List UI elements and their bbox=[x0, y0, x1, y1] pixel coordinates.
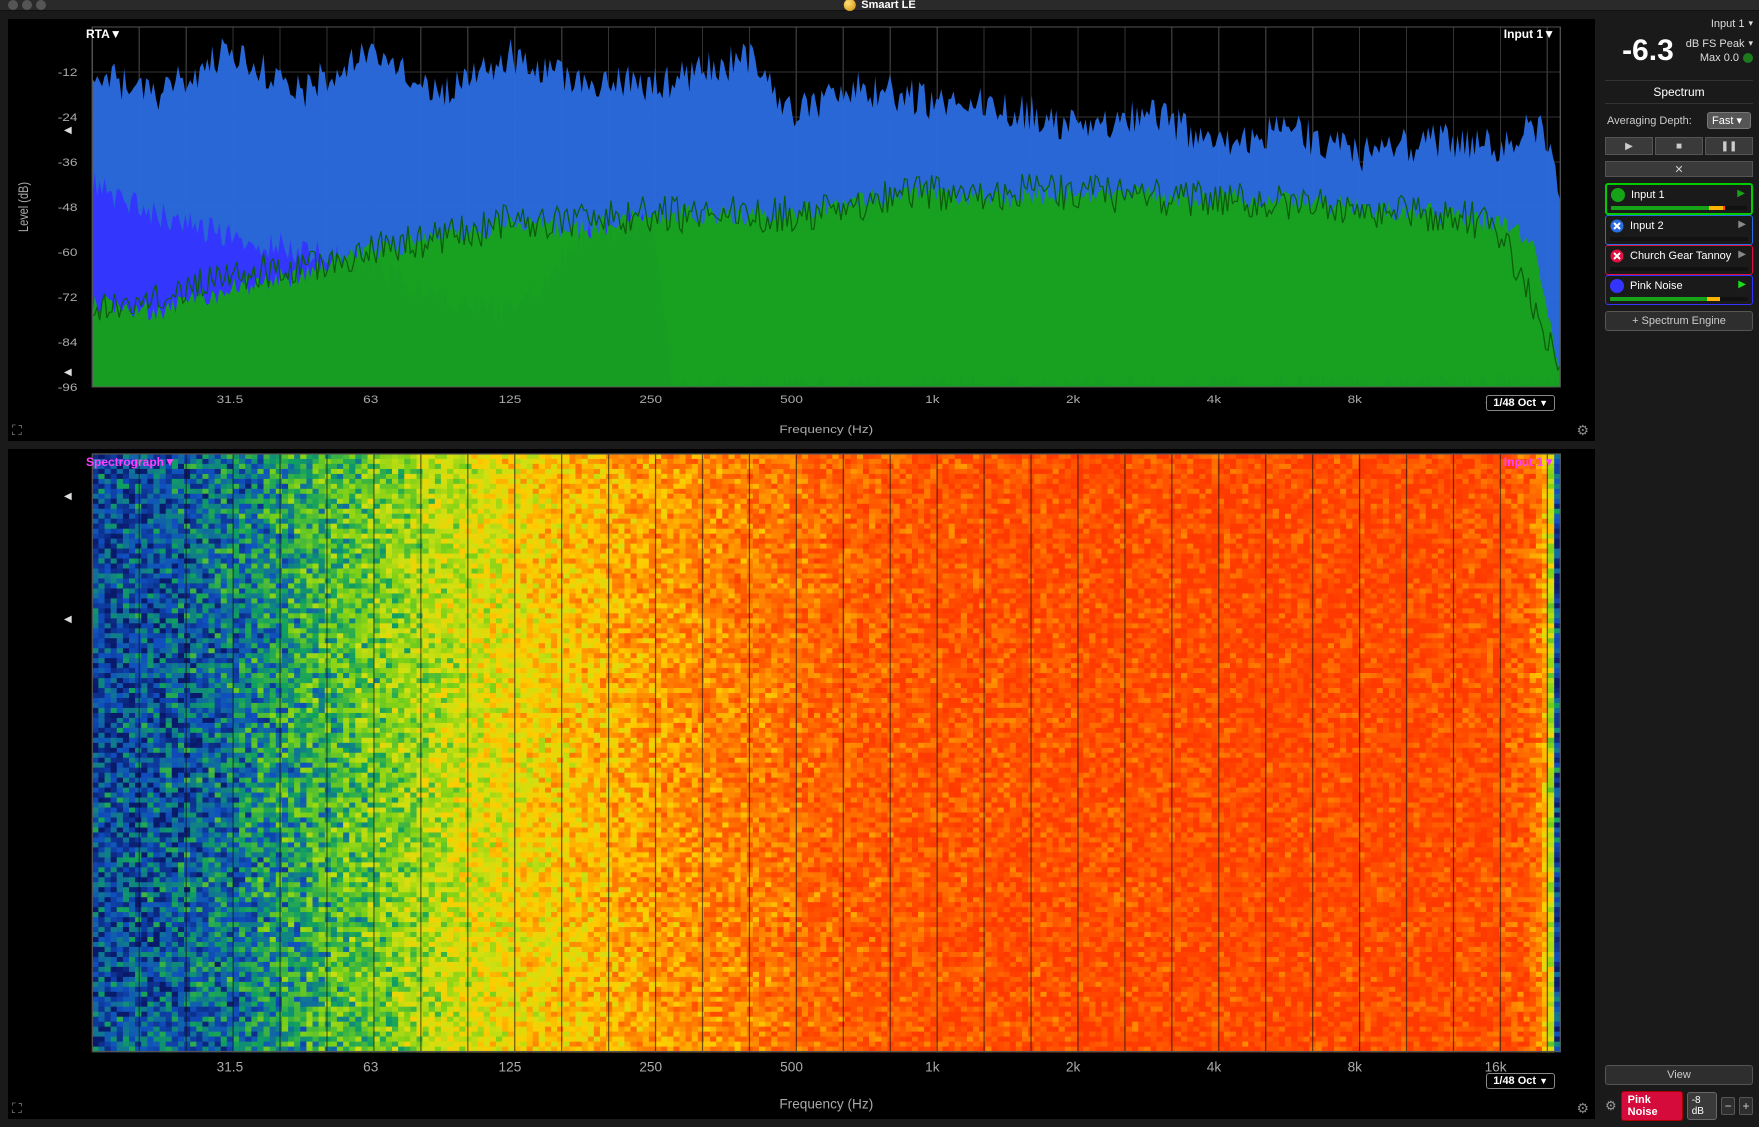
meter-value: -6.3 bbox=[1622, 31, 1674, 70]
pause-button[interactable]: ❚❚ bbox=[1705, 137, 1753, 155]
svg-text:-60: -60 bbox=[58, 246, 78, 258]
input-card-0[interactable]: Input 1 ▶ bbox=[1605, 183, 1753, 215]
svg-text:500: 500 bbox=[780, 393, 803, 405]
spectro-expand-icon[interactable]: ⛶ bbox=[12, 1100, 22, 1117]
spectro-mode-dropdown[interactable]: Spectrograph▼ bbox=[86, 455, 176, 469]
meter-mode-dropdown[interactable]: dB FS Peak▾ bbox=[1686, 37, 1753, 51]
stop-button[interactable]: ■ bbox=[1655, 137, 1703, 155]
svg-text:63: 63 bbox=[363, 393, 378, 405]
level-plus-button[interactable]: + bbox=[1739, 1097, 1753, 1115]
svg-text:4k: 4k bbox=[1207, 393, 1222, 405]
svg-text:-72: -72 bbox=[58, 291, 78, 303]
input-name: Input 2 bbox=[1630, 220, 1664, 232]
rta-oct-dropdown[interactable]: 1/48 Oct▼ bbox=[1486, 395, 1555, 411]
spectro-marker-top-icon[interactable]: ◀ bbox=[64, 491, 72, 502]
pink-noise-level: -8 dB bbox=[1687, 1092, 1717, 1120]
meter-max: Max 0.0 bbox=[1700, 51, 1753, 65]
svg-text:31.5: 31.5 bbox=[217, 393, 244, 405]
spectro-marker-mid-icon[interactable]: ◀ bbox=[64, 614, 72, 625]
window-title: Smaart LE bbox=[861, 0, 915, 11]
input-color-swatch-icon bbox=[1610, 219, 1624, 233]
input-level-bar bbox=[1610, 297, 1748, 301]
signal-gen-settings-icon[interactable]: ⚙ bbox=[1605, 1098, 1617, 1114]
svg-text:-36: -36 bbox=[58, 156, 78, 168]
view-section-title[interactable]: View bbox=[1605, 1065, 1753, 1085]
svg-text:-48: -48 bbox=[58, 201, 78, 213]
spectrum-section-title: Spectrum bbox=[1605, 80, 1753, 104]
rta-mode-dropdown[interactable]: RTA▼ bbox=[86, 27, 122, 41]
input-color-swatch-icon bbox=[1611, 188, 1625, 202]
svg-text:Frequency (Hz): Frequency (Hz) bbox=[779, 423, 873, 435]
play-button[interactable]: ▶ bbox=[1605, 137, 1653, 155]
svg-text:250: 250 bbox=[639, 393, 662, 405]
input-color-swatch-icon bbox=[1610, 249, 1624, 263]
input-level-bar bbox=[1610, 267, 1748, 271]
svg-text:2k: 2k bbox=[1066, 393, 1081, 405]
pink-noise-button[interactable]: Pink Noise bbox=[1621, 1091, 1683, 1121]
level-minus-button[interactable]: − bbox=[1721, 1097, 1735, 1115]
svg-text:-84: -84 bbox=[58, 336, 78, 348]
input-color-swatch-icon bbox=[1610, 279, 1624, 293]
svg-text:-96: -96 bbox=[58, 381, 78, 393]
window-minimize-icon[interactable] bbox=[22, 0, 32, 10]
svg-text:-24: -24 bbox=[58, 111, 78, 123]
input-card-2[interactable]: Church Gear Tannoy ▶ bbox=[1605, 245, 1753, 275]
add-spectrum-engine-button[interactable]: + Spectrum Engine bbox=[1605, 311, 1753, 331]
rta-chart: -12 -24 -36 -48 -60 -72 -84 -96 31.5 63 125 250 500 1… bbox=[8, 19, 1595, 449]
input-play-icon[interactable]: ▶ bbox=[1738, 249, 1746, 260]
rta-source-dropdown[interactable]: Input 1▼ bbox=[1504, 27, 1555, 41]
avg-depth-select[interactable]: Fast ▾ bbox=[1707, 112, 1751, 129]
window-zoom-icon[interactable] bbox=[36, 0, 46, 10]
svg-text:125: 125 bbox=[499, 393, 522, 405]
tools-button[interactable]: ✕ bbox=[1605, 161, 1753, 177]
window-close-icon[interactable] bbox=[8, 0, 18, 10]
input-card-3[interactable]: Pink Noise ▶ bbox=[1605, 275, 1753, 305]
svg-text:-12: -12 bbox=[58, 66, 78, 78]
input-card-1[interactable]: Input 2 ▶ bbox=[1605, 215, 1753, 245]
svg-text:8k: 8k bbox=[1348, 393, 1363, 405]
spectro-source-dropdown[interactable]: Input 1▼ bbox=[1504, 455, 1555, 469]
input-play-icon[interactable]: ▶ bbox=[1738, 219, 1746, 230]
rta-settings-icon[interactable]: ⚙ bbox=[1576, 422, 1589, 439]
input-name: Pink Noise bbox=[1630, 280, 1683, 292]
input-name: Input 1 bbox=[1631, 189, 1665, 201]
titlebar: Smaart LE bbox=[0, 0, 1759, 11]
input-play-icon[interactable]: ▶ bbox=[1737, 188, 1745, 199]
spectrogram-chart: 31.5631252505001k2k4k8k16kFrequency (Hz)… bbox=[8, 449, 1595, 1119]
input-level-bar bbox=[1611, 206, 1747, 210]
input-play-icon[interactable]: ▶ bbox=[1738, 279, 1746, 290]
side-panel: Input 1▾ -6.3 dB FS Peak▾ Max 0.0 Spectr… bbox=[1599, 11, 1759, 1127]
meter-input-dropdown[interactable]: Input 1▾ bbox=[1605, 17, 1753, 31]
rta-expand-icon[interactable]: ⛶ bbox=[12, 422, 22, 439]
level-meter-header: Input 1▾ -6.3 dB FS Peak▾ Max 0.0 bbox=[1605, 17, 1753, 70]
svg-text:Level (dB): Level (dB) bbox=[16, 182, 31, 232]
transport-controls: ▶ ■ ❚❚ bbox=[1605, 137, 1753, 155]
rta-marker-top-icon[interactable]: ◀ bbox=[64, 125, 72, 136]
spectro-oct-dropdown[interactable]: 1/48 Oct▼ bbox=[1486, 1073, 1555, 1089]
input-name: Church Gear Tannoy bbox=[1630, 250, 1731, 262]
avg-depth-label: Averaging Depth: bbox=[1607, 115, 1692, 127]
app-logo-icon bbox=[843, 0, 855, 11]
rta-marker-bottom-icon[interactable]: ◀ bbox=[64, 367, 72, 378]
spectro-settings-icon[interactable]: ⚙ bbox=[1576, 1100, 1589, 1117]
input-level-bar bbox=[1610, 237, 1748, 241]
meter-status-dot-icon bbox=[1743, 53, 1753, 63]
svg-text:1k: 1k bbox=[925, 393, 940, 405]
